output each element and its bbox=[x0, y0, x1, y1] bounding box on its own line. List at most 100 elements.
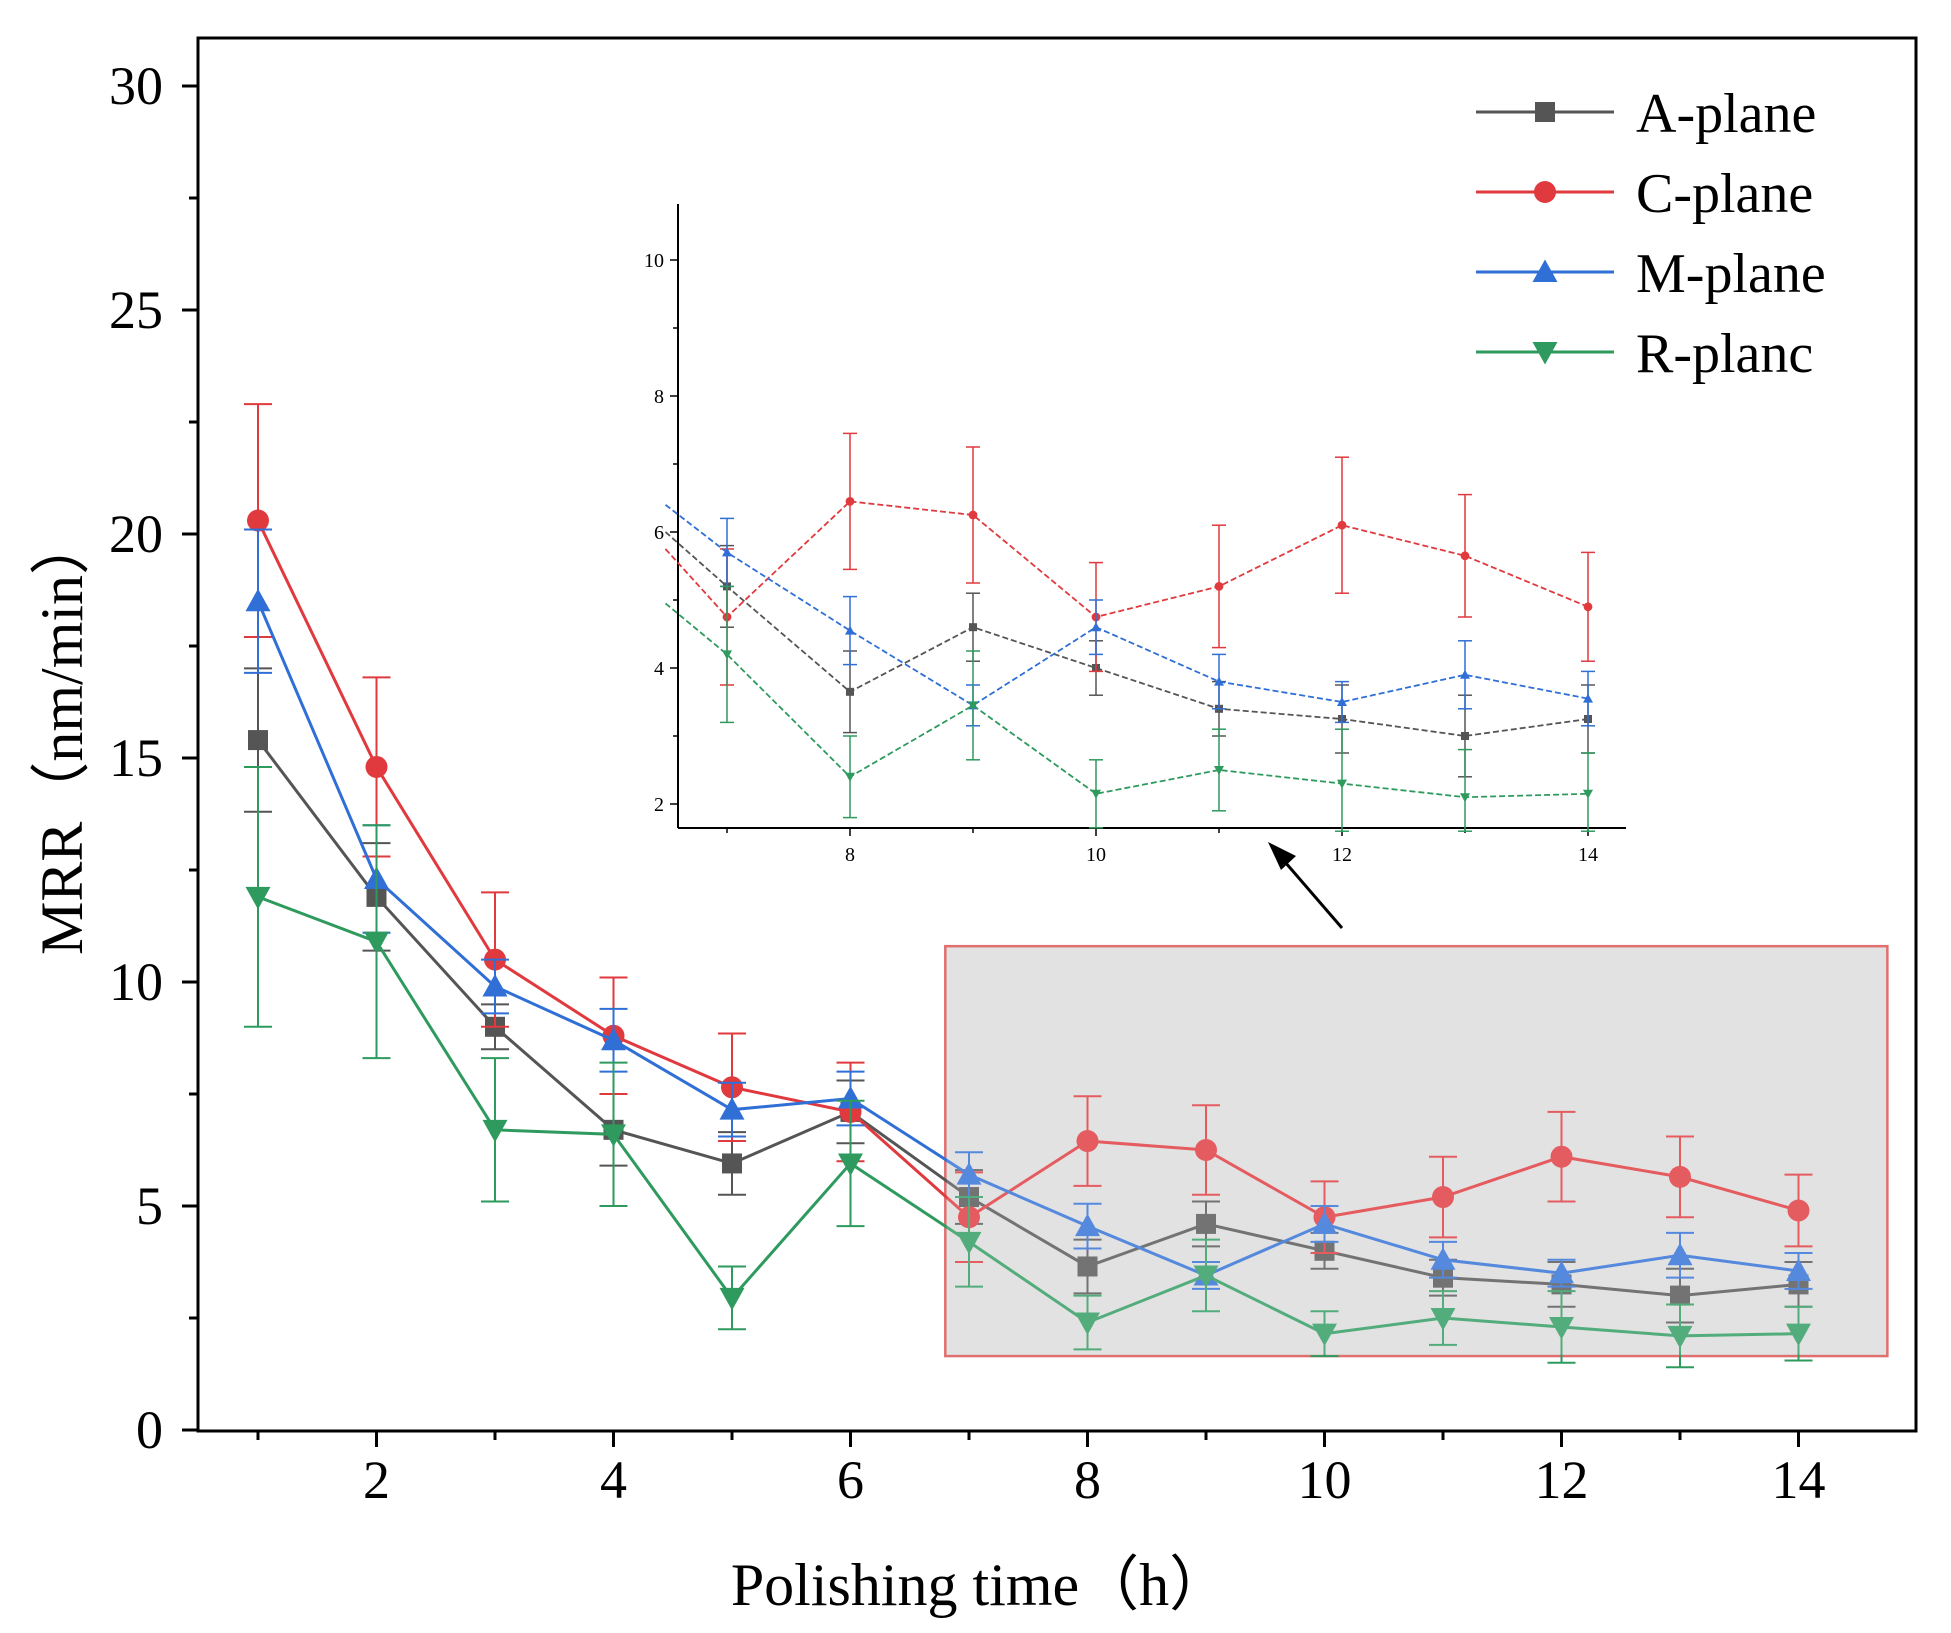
data-point bbox=[1670, 1285, 1690, 1306]
inset-y-tick-label: 8 bbox=[654, 386, 664, 408]
data-point bbox=[838, 1085, 863, 1109]
data-point bbox=[1077, 1256, 1098, 1277]
legend-entry-c-plane: C-plane bbox=[1476, 163, 1813, 225]
y-tick-label: 10 bbox=[109, 952, 163, 1012]
inset-data-point bbox=[1337, 779, 1347, 789]
y-tick-label: 5 bbox=[136, 1176, 163, 1236]
data-point bbox=[1076, 1130, 1099, 1153]
data-point bbox=[1430, 1308, 1456, 1331]
inset-data-point bbox=[1461, 732, 1469, 740]
data-point bbox=[719, 1097, 745, 1120]
data-point bbox=[1787, 1199, 1810, 1222]
series-r-planc bbox=[244, 765, 1813, 1369]
inset-background bbox=[678, 204, 1626, 828]
inset-data-point bbox=[1214, 676, 1224, 686]
x-tick-label: 4 bbox=[600, 1450, 627, 1510]
data-point bbox=[247, 509, 269, 532]
inset-x-tick-label: 10 bbox=[1086, 844, 1106, 866]
main-axes: 2 4 6 8 10 12 14 0 5 10 15 20 25 30 bbox=[109, 56, 1826, 1510]
main-series-layer bbox=[244, 403, 1886, 1369]
inset-data-point bbox=[1091, 622, 1101, 632]
inset-series-line bbox=[664, 531, 1589, 737]
data-point bbox=[1312, 1211, 1337, 1234]
data-point bbox=[1075, 1213, 1100, 1237]
data-point bbox=[1549, 1316, 1574, 1340]
inset-data-point bbox=[845, 497, 855, 506]
arrow-shaft bbox=[1283, 861, 1344, 929]
legend: A-plane C-plane M-plane R-planc bbox=[1476, 83, 1826, 385]
highlight-region-layer bbox=[944, 944, 1889, 1358]
data-point bbox=[722, 1153, 742, 1174]
legend-marker bbox=[1532, 259, 1558, 282]
data-point bbox=[719, 1287, 745, 1311]
y-axis-title: MRR（nm/min） bbox=[29, 515, 95, 955]
data-point bbox=[245, 588, 271, 612]
data-point bbox=[1786, 1323, 1811, 1347]
data-point bbox=[482, 973, 508, 997]
inset-data-point bbox=[846, 687, 854, 696]
inset-y-tick-label: 2 bbox=[654, 794, 664, 816]
data-point bbox=[365, 755, 388, 778]
x-tick-label: 6 bbox=[837, 1450, 864, 1510]
data-point bbox=[1430, 1247, 1456, 1270]
data-point bbox=[1195, 1139, 1217, 1161]
legend-label: M-plane bbox=[1636, 243, 1826, 305]
data-point bbox=[601, 1027, 626, 1051]
inset-y-tick-label: 6 bbox=[654, 522, 664, 544]
legend-entry-m-plane: M-plane bbox=[1476, 243, 1826, 305]
x-tick-label: 8 bbox=[1074, 1450, 1101, 1510]
data-point bbox=[248, 730, 268, 751]
data-point bbox=[1196, 1213, 1216, 1234]
data-point bbox=[1432, 1186, 1454, 1209]
data-point bbox=[1549, 1260, 1574, 1284]
inset-x-tick-label: 12 bbox=[1332, 844, 1352, 866]
plot-frame bbox=[196, 36, 1918, 1433]
x-axis-title: Polishing time（h） bbox=[731, 1552, 1229, 1618]
data-point bbox=[245, 886, 271, 910]
series-line bbox=[256, 519, 1799, 1220]
data-point bbox=[1075, 1312, 1100, 1335]
inset-data-point bbox=[845, 625, 855, 635]
x-tick-label: 10 bbox=[1298, 1450, 1352, 1510]
inset-data-point bbox=[1583, 693, 1593, 703]
series-line bbox=[257, 895, 1799, 1338]
y-tick-label: 25 bbox=[109, 280, 163, 340]
legend-entry-r-planc: R-planc bbox=[1476, 323, 1813, 385]
data-point bbox=[1312, 1323, 1337, 1347]
inset-data-point bbox=[845, 772, 855, 782]
inset-y-tick-label: 4 bbox=[654, 658, 664, 680]
inset-data-point bbox=[1091, 789, 1101, 799]
inset-data-point bbox=[1460, 669, 1470, 679]
series-m-plane bbox=[244, 528, 1813, 1290]
legend-label: C-plane bbox=[1636, 163, 1813, 225]
inset-data-point bbox=[1337, 697, 1347, 706]
legend-label: R-planc bbox=[1636, 323, 1813, 385]
legend-marker bbox=[1532, 342, 1558, 365]
x-tick-label: 14 bbox=[1772, 1450, 1826, 1510]
inset-data-point bbox=[968, 510, 978, 520]
data-point bbox=[1669, 1165, 1691, 1188]
legend-marker bbox=[1535, 102, 1555, 122]
highlight-wash bbox=[946, 947, 1886, 1355]
series-line bbox=[256, 600, 1799, 1278]
inset-data-point bbox=[969, 623, 977, 632]
inset-data-point bbox=[1214, 766, 1224, 775]
inset-data-point bbox=[1337, 520, 1347, 530]
x-tick-label: 2 bbox=[363, 1450, 390, 1510]
inset-arrow bbox=[1268, 842, 1344, 929]
inset-series-line bbox=[664, 602, 1589, 799]
data-point bbox=[1667, 1325, 1693, 1349]
x-tick-label: 12 bbox=[1535, 1450, 1589, 1510]
inset-series-r-planc bbox=[664, 585, 1595, 832]
data-point bbox=[1193, 1265, 1219, 1288]
inset-data-point bbox=[1214, 582, 1224, 591]
data-point bbox=[1667, 1242, 1693, 1266]
data-point bbox=[1786, 1258, 1811, 1281]
data-point bbox=[482, 1119, 508, 1143]
inset-data-point bbox=[968, 701, 978, 711]
inset-data-point bbox=[1460, 793, 1470, 803]
legend-marker bbox=[1534, 181, 1556, 203]
inset-data-point bbox=[1460, 551, 1470, 561]
inset-y-tick-label: 10 bbox=[644, 250, 664, 272]
